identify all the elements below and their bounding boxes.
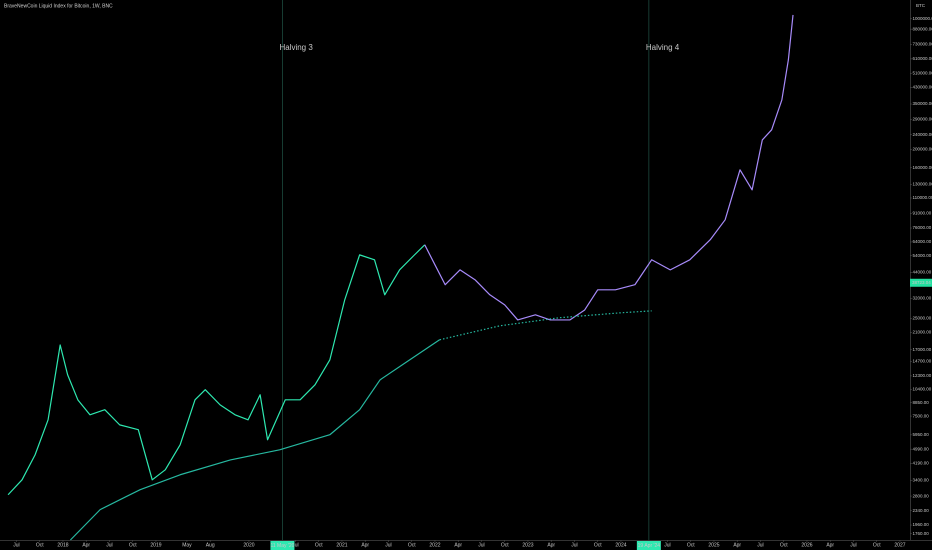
x-tick-label: Jul [385, 542, 391, 548]
y-tick-label: 2800.00 [913, 493, 930, 498]
y-tick-label: 1760.00 [913, 531, 930, 536]
y-tick-label: 4190.00 [913, 461, 930, 466]
halving-date-label: 11 May '20 [270, 543, 294, 549]
x-tick-label: Apr [82, 542, 90, 548]
y-tick-label: 290000.00 [913, 116, 932, 121]
halving-date-tag [270, 541, 295, 550]
y-tick-label: 200000.00 [913, 147, 932, 152]
y-tick-label: 730000.00 [913, 42, 932, 47]
y-tick-label: 54000.00 [913, 253, 932, 258]
y-tick-label: 25000.00 [913, 315, 932, 320]
y-tick-label: 8850.00 [913, 400, 930, 405]
y-tick-label: 32000.00 [913, 295, 932, 300]
y-tick-label: 7500.00 [913, 413, 930, 418]
x-tick-label: Oct [780, 542, 788, 548]
y-tick-label: 510000.00 [913, 71, 932, 76]
x-tick-label: Jul [664, 542, 670, 548]
x-tick-label: Apr [547, 542, 555, 548]
y-tick-label: 44000.00 [913, 270, 932, 275]
x-tick-label: Jul [757, 542, 763, 548]
x-tick-label: 2027 [894, 542, 905, 548]
price-tag-label: 38723.04 [912, 280, 931, 285]
y-tick-label: 21000.00 [913, 330, 932, 335]
x-tick-label: 2024 [615, 542, 626, 548]
y-tick-label: 14700.00 [913, 359, 932, 364]
x-tick-label: Jul [850, 542, 856, 548]
y-unit: BTC [916, 3, 926, 8]
y-tick-label: 2340.00 [913, 508, 930, 513]
x-tick-label: Apr [733, 542, 741, 548]
x-tick-label: Apr [826, 542, 834, 548]
y-tick-label: 130000.00 [913, 182, 932, 187]
series-line [424, 14, 794, 321]
y-tick-label: 610000.00 [913, 56, 932, 61]
halving-date-label: 19 Apr '24 [638, 543, 661, 549]
y-tick-label: 880000.00 [913, 26, 932, 31]
x-tick-label: 2023 [522, 542, 533, 548]
y-tick-label: 160000.00 [913, 165, 932, 170]
series-line [7, 244, 426, 496]
x-tick-label: Aug [206, 542, 215, 548]
x-tick-label: Jul [478, 542, 484, 548]
x-tick-label: Oct [594, 542, 602, 548]
halving-label: Halving 4 [646, 43, 680, 52]
y-tick-label: 10400.00 [913, 387, 932, 392]
x-tick-label: 2021 [336, 542, 347, 548]
x-tick-label: Jul [106, 542, 112, 548]
y-tick-label: 3400.00 [913, 477, 930, 482]
halving-date-tag [636, 541, 661, 550]
x-tick-label: Oct [36, 542, 44, 548]
x-tick-label: Oct [129, 542, 137, 548]
x-tick-label: Oct [687, 542, 695, 548]
x-tick-label: Apr [361, 542, 369, 548]
y-tick-label: 12300.00 [913, 373, 932, 378]
y-tick-label: 240000.00 [913, 132, 932, 137]
series-line [69, 339, 440, 541]
y-tick-label: 17000.00 [913, 347, 932, 352]
x-tick-label: Jul [571, 542, 577, 548]
y-tick-label: 1960.00 [913, 522, 930, 527]
x-tick-label: Jul [13, 542, 19, 548]
x-tick-label: 2026 [801, 542, 812, 548]
y-tick-label: 350000.00 [913, 101, 932, 106]
x-tick-label: Oct [408, 542, 416, 548]
y-tick-label: 64000.00 [913, 239, 932, 244]
x-tick-label: Oct [501, 542, 509, 548]
x-tick-label: Jul [292, 542, 298, 548]
halving-label: Halving 3 [279, 43, 313, 52]
chart-title: BraveNewCoin Liquid Index for Bitcoin, 1… [4, 3, 113, 9]
x-tick-label: 2019 [150, 542, 161, 548]
x-tick-label: 2020 [243, 542, 254, 548]
y-tick-label: 76000.00 [913, 225, 932, 230]
x-tick-label: 2025 [708, 542, 719, 548]
y-tick-label: 110000.00 [913, 195, 932, 200]
x-tick-label: Oct [873, 542, 881, 548]
y-tick-label: 5950.00 [913, 432, 930, 437]
x-tick-label: Apr [454, 542, 462, 548]
x-tick-label: May [182, 542, 192, 548]
y-tick-label: 430000.00 [913, 84, 932, 89]
x-tick-label: Oct [315, 542, 323, 548]
x-tick-label: 2022 [429, 542, 440, 548]
price-tag [910, 278, 932, 287]
y-tick-label: 91000.00 [913, 211, 932, 216]
y-tick-label: 1000000.00 [913, 16, 932, 21]
x-tick-label: 2018 [57, 542, 68, 548]
series-line [439, 310, 652, 341]
y-tick-label: 4990.00 [913, 446, 930, 451]
